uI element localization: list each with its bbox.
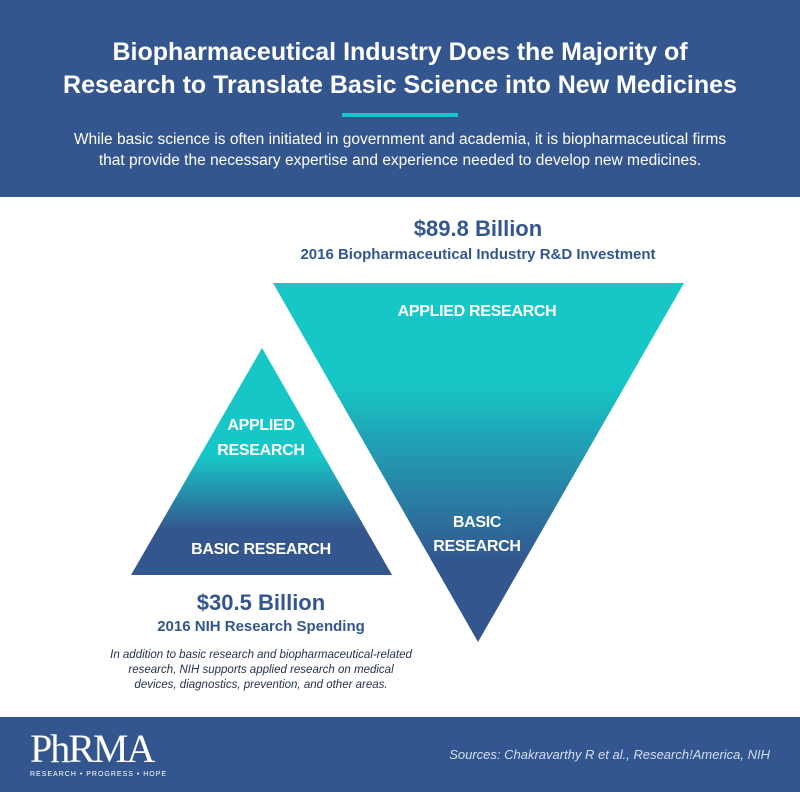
page-subtitle: While basic science is often initiated i…	[73, 131, 727, 169]
industry-caption: 2016 Biopharmaceutical Industry R&D Inve…	[300, 246, 656, 263]
phrma-logo: PhRMA RESEARCH • PROGRESS • HOPE	[30, 726, 168, 779]
page-title: Biopharmaceutical Industry Does the Majo…	[63, 38, 737, 99]
industry-basic-label-2: RESEARCH	[433, 538, 520, 555]
header-banner: Biopharmaceutical Industry Does the Majo…	[0, 0, 800, 197]
industry-basic-label: BASIC	[453, 514, 502, 531]
sources-text: Sources: Chakravarthy R et al., Research…	[449, 747, 770, 762]
nih-amount: $30.5 Billion	[196, 590, 326, 615]
footer-bar: PhRMA RESEARCH • PROGRESS • HOPE Sources…	[0, 717, 800, 792]
industry-applied-label: APPLIED RESEARCH	[398, 303, 557, 320]
industry-inverted-triangle	[273, 283, 684, 642]
nih-basic-label: BASIC RESEARCH	[191, 541, 331, 558]
nih-caption: 2016 NIH Research Spending	[157, 618, 365, 635]
nih-footnote: In addition to basic research and biopha…	[110, 649, 412, 691]
nih-applied-label: APPLIED	[227, 417, 294, 434]
nih-applied-label-2: RESEARCH	[217, 442, 304, 459]
nih-triangle	[131, 348, 392, 575]
industry-amount: $89.8 Billion	[413, 216, 543, 241]
title-divider	[342, 113, 458, 117]
